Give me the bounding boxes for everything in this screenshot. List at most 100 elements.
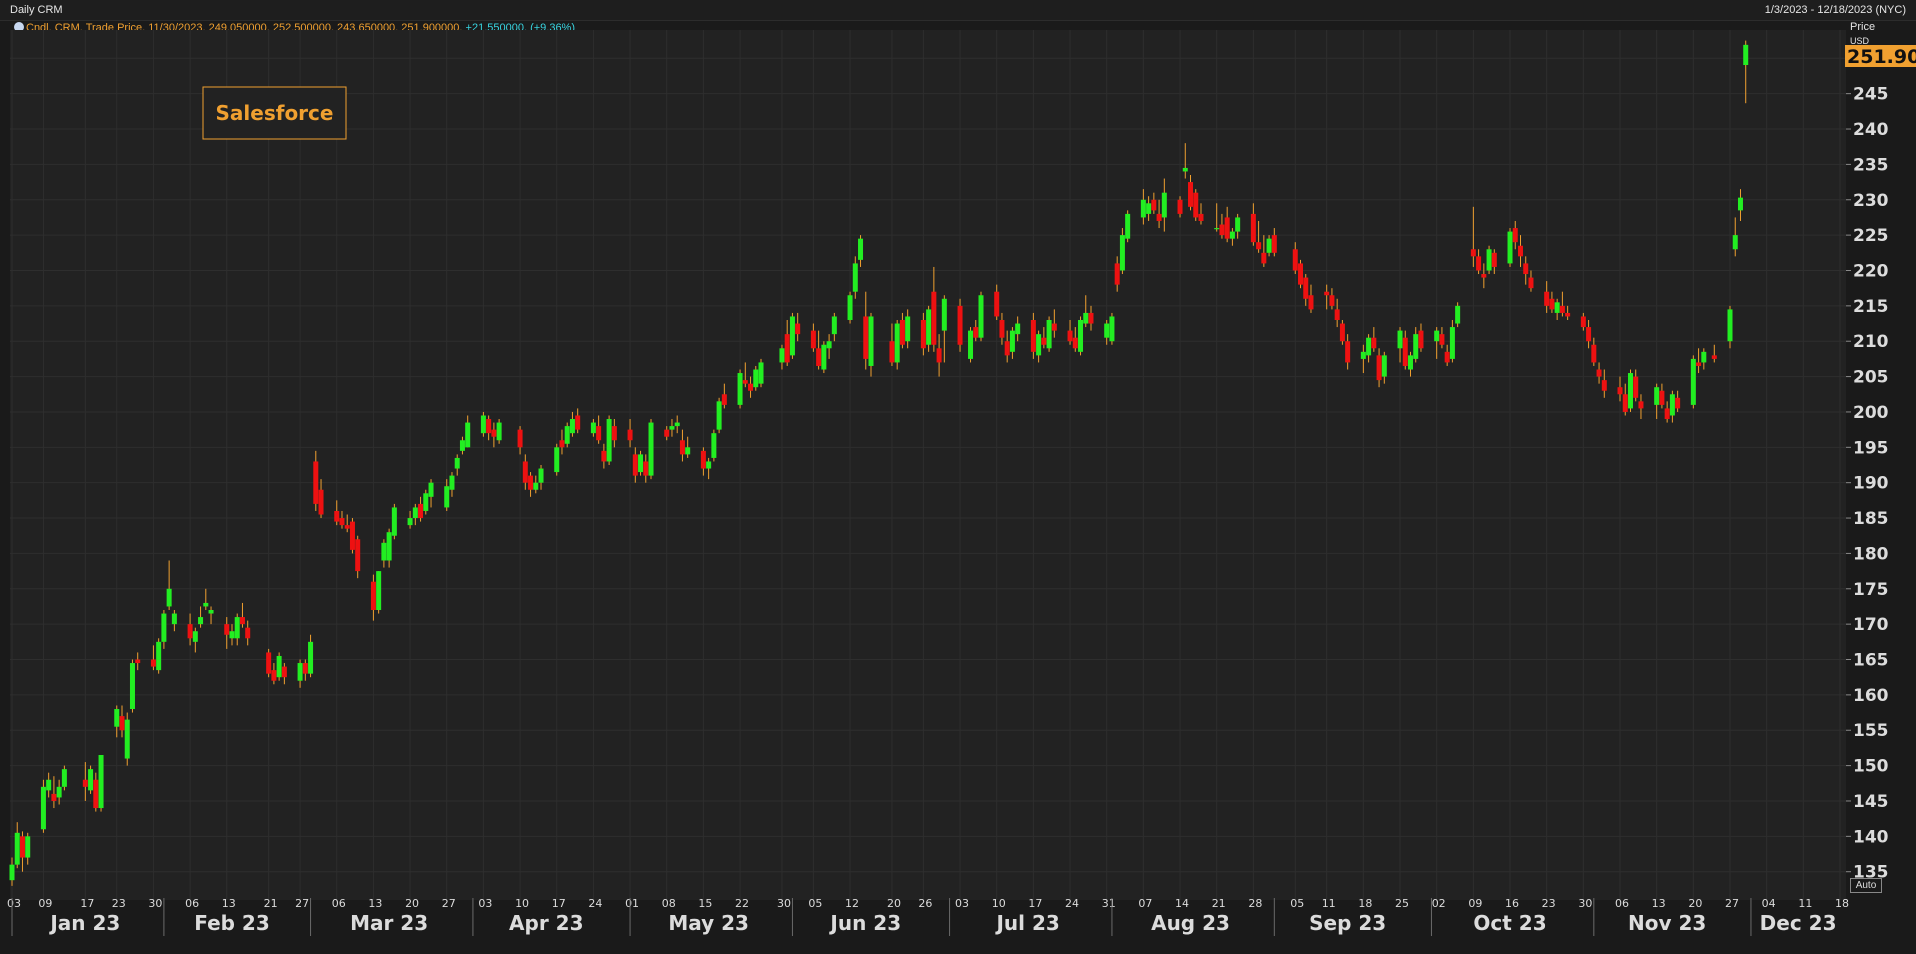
candle-body	[1402, 337, 1408, 366]
candle-body	[1266, 238, 1272, 253]
candle-body	[302, 663, 308, 674]
x-tick-label: 08	[662, 897, 676, 910]
y-tick-label: 185	[1853, 509, 1889, 529]
candle-body	[444, 486, 450, 508]
candle-body	[1565, 312, 1571, 317]
candle-body	[234, 617, 240, 639]
x-tick-label: 22	[735, 897, 749, 910]
date-range[interactable]: 1/3/2023 - 12/18/2023 (NYC)	[1764, 4, 1906, 16]
candle-body	[1119, 235, 1125, 271]
candle-body	[554, 447, 560, 473]
last-price-badge	[1845, 45, 1916, 67]
candle-body	[1434, 330, 1440, 342]
candle-body	[669, 426, 675, 430]
candle-body	[1696, 362, 1702, 366]
x-tick-label: 27	[295, 897, 309, 910]
candle-body	[821, 344, 827, 370]
candle-body	[1177, 199, 1183, 214]
price-axis[interactable]: 135 140 145 150 155 160 165 170 175 180 185 190 195 2…	[1846, 49, 1889, 883]
candle-body	[1711, 355, 1717, 359]
candle-body	[674, 422, 680, 427]
candle-body	[748, 383, 754, 391]
candle-body	[1303, 277, 1309, 299]
candle-body	[1125, 213, 1131, 239]
candle-body	[93, 779, 99, 809]
candle-body	[423, 493, 429, 511]
candle-body	[9, 864, 15, 881]
candle-body	[1381, 355, 1387, 377]
candle-body	[1455, 305, 1461, 324]
candle-body	[1491, 252, 1497, 267]
candle-body	[742, 380, 748, 384]
candle-body	[894, 323, 900, 363]
candle-body	[114, 709, 120, 727]
x-tick-label: 20	[1688, 897, 1702, 910]
candle-body	[1743, 44, 1749, 66]
candle-body	[784, 334, 790, 363]
candle-body	[1617, 387, 1623, 395]
candle-body	[1528, 277, 1534, 289]
x-tick-label: 21	[264, 897, 278, 910]
chart-title: Daily CRM	[10, 4, 63, 16]
candle-body	[491, 429, 497, 437]
candle-body	[391, 507, 397, 536]
candle-body	[161, 613, 167, 642]
x-tick-label: 15	[698, 897, 712, 910]
candle-body	[1727, 309, 1733, 342]
date-axis[interactable]: 03 09 17 23 30 06 13 21 27 06 13 20 27 03 10 17 24 01 08 15…	[7, 897, 1849, 936]
candle-body	[1256, 242, 1262, 250]
candle-body	[1214, 228, 1220, 230]
x-tick-label: 20	[405, 897, 419, 910]
candle-body	[1701, 351, 1707, 363]
candle-body	[19, 836, 25, 858]
candle-body	[344, 525, 350, 529]
price-axis-panel[interactable]	[1846, 30, 1916, 900]
candle-body	[538, 468, 544, 483]
candle-body	[1627, 373, 1633, 409]
candle-body	[192, 631, 198, 642]
x-tick-label: 02	[1432, 897, 1446, 910]
series-toggle-icon[interactable]	[14, 22, 24, 32]
candle-body	[1376, 355, 1382, 381]
candle-body	[1072, 337, 1078, 349]
x-tick-label: 27	[442, 897, 456, 910]
candle-body	[1549, 298, 1555, 310]
candle-body	[590, 422, 596, 434]
candle-body	[978, 295, 984, 338]
y-tick-label: 225	[1853, 226, 1889, 246]
candle-body	[1224, 217, 1230, 239]
candles	[9, 40, 1749, 886]
auto-scale-button[interactable]: Auto	[1850, 878, 1882, 893]
candle-body	[1078, 320, 1084, 352]
x-tick-label: 10	[515, 897, 529, 910]
candle-body	[1690, 358, 1696, 405]
y-tick-label: 155	[1853, 721, 1889, 741]
x-tick-label: 10	[992, 897, 1006, 910]
candle-body	[1067, 330, 1073, 342]
month-label: Dec 23	[1760, 911, 1837, 935]
x-tick-label: 17	[1028, 897, 1042, 910]
candle-body	[355, 539, 361, 572]
x-tick-label: 31	[1102, 897, 1116, 910]
y-tick-label: 240	[1853, 120, 1889, 140]
candle-body	[643, 461, 649, 476]
candle-body	[376, 571, 382, 610]
candle-body	[313, 461, 319, 504]
candle-body	[737, 373, 743, 405]
last-price-value: 251.900	[1847, 46, 1916, 68]
x-tick-label: 28	[1248, 897, 1262, 910]
x-tick-label: 01	[625, 897, 639, 910]
y-tick-label: 200	[1853, 403, 1889, 423]
candle-body	[56, 786, 62, 798]
x-tick-label: 13	[222, 897, 236, 910]
candle-body	[1732, 235, 1738, 250]
x-tick-label: 07	[1138, 897, 1152, 910]
candle-body	[82, 779, 88, 787]
candle-body	[135, 659, 141, 664]
candle-body	[1308, 295, 1314, 310]
x-tick-label: 09	[38, 897, 52, 910]
x-tick-label: 09	[1468, 897, 1482, 910]
month-label: Mar 23	[350, 911, 428, 935]
